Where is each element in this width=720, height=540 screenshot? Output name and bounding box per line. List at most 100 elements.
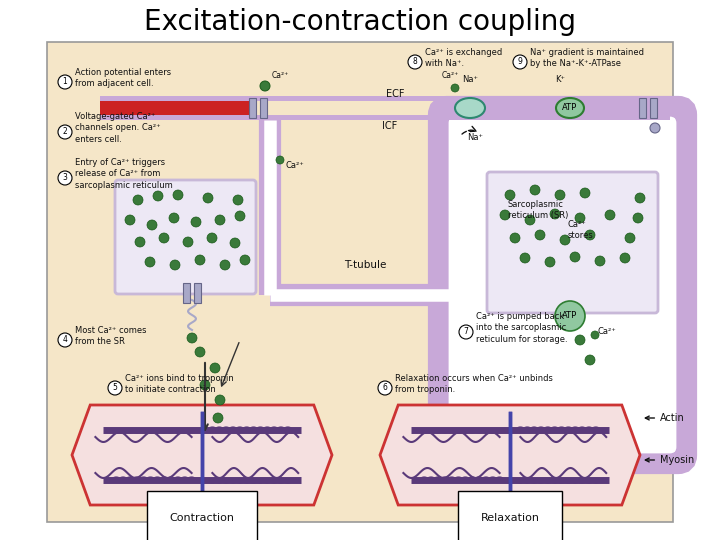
Circle shape: [560, 235, 570, 245]
Text: ECF: ECF: [386, 89, 404, 99]
Bar: [194, 283, 201, 303]
Circle shape: [585, 230, 595, 240]
Circle shape: [635, 193, 645, 203]
Text: 9: 9: [518, 57, 523, 66]
Text: Excitation-contraction coupling: Excitation-contraction coupling: [144, 8, 576, 36]
Circle shape: [500, 210, 510, 220]
Text: ATP: ATP: [562, 312, 577, 321]
Circle shape: [650, 123, 660, 133]
Circle shape: [575, 213, 585, 223]
Circle shape: [230, 238, 240, 248]
Circle shape: [575, 335, 585, 345]
Bar: [100, 96, 670, 101]
Circle shape: [555, 301, 585, 331]
Circle shape: [585, 355, 595, 365]
FancyBboxPatch shape: [439, 107, 686, 463]
Circle shape: [145, 257, 155, 267]
Text: Na⁺: Na⁺: [467, 133, 483, 143]
Text: Na⁺ gradient is maintained
by the Na⁺-K⁺-ATPase: Na⁺ gradient is maintained by the Na⁺-K⁺…: [530, 48, 644, 68]
Circle shape: [530, 185, 540, 195]
Ellipse shape: [556, 98, 584, 118]
Circle shape: [555, 190, 565, 200]
Circle shape: [580, 188, 590, 198]
Circle shape: [276, 156, 284, 164]
Text: Ca²⁺: Ca²⁺: [272, 71, 289, 80]
Circle shape: [215, 215, 225, 225]
Text: T-tubule: T-tubule: [344, 260, 386, 270]
Circle shape: [203, 193, 213, 203]
Bar: [260, 98, 267, 118]
Text: Voltage-gated Ca²⁺
channels open. Ca²⁺
enters cell.: Voltage-gated Ca²⁺ channels open. Ca²⁺ e…: [75, 112, 161, 144]
Circle shape: [58, 171, 72, 185]
Circle shape: [207, 233, 217, 243]
Text: 8: 8: [413, 57, 418, 66]
Circle shape: [147, 220, 157, 230]
Text: ICF: ICF: [382, 121, 397, 131]
FancyBboxPatch shape: [115, 180, 256, 294]
Circle shape: [625, 233, 635, 243]
Ellipse shape: [455, 98, 485, 118]
Text: Most Ca²⁺ comes
from the SR: Most Ca²⁺ comes from the SR: [75, 326, 146, 346]
Polygon shape: [380, 405, 640, 505]
Circle shape: [213, 413, 223, 423]
Circle shape: [510, 233, 520, 243]
Text: Contraction: Contraction: [169, 513, 235, 523]
FancyBboxPatch shape: [450, 118, 675, 452]
Circle shape: [591, 331, 599, 339]
Text: K⁺: K⁺: [555, 76, 565, 84]
Text: Ca²⁺ is pumped back
into the sarcoplasmic
reticulum for storage.: Ca²⁺ is pumped back into the sarcoplasmi…: [476, 313, 567, 343]
Bar: [249, 98, 256, 118]
Circle shape: [378, 381, 392, 395]
Text: 2: 2: [63, 127, 68, 137]
Circle shape: [169, 213, 179, 223]
Circle shape: [633, 213, 643, 223]
Circle shape: [233, 195, 243, 205]
Circle shape: [135, 237, 145, 247]
Circle shape: [125, 215, 135, 225]
FancyBboxPatch shape: [487, 172, 658, 313]
Circle shape: [58, 125, 72, 139]
Circle shape: [153, 191, 163, 201]
Text: 1: 1: [63, 78, 68, 86]
Text: 4: 4: [63, 335, 68, 345]
Text: Entry of Ca²⁺ triggers
release of Ca²⁺ from
sarcoplasmic reticulum: Entry of Ca²⁺ triggers release of Ca²⁺ f…: [75, 158, 173, 190]
Bar: [100, 101, 255, 115]
Text: 6: 6: [382, 383, 387, 393]
Circle shape: [605, 210, 615, 220]
Text: Ca²⁺ is exchanged
with Na⁺.: Ca²⁺ is exchanged with Na⁺.: [425, 48, 503, 68]
Text: Ca²⁺: Ca²⁺: [598, 327, 617, 336]
Circle shape: [195, 255, 205, 265]
Text: Relaxation: Relaxation: [480, 513, 539, 523]
Text: Ca²⁺: Ca²⁺: [285, 160, 304, 170]
Text: ATP: ATP: [562, 104, 577, 112]
Circle shape: [505, 190, 515, 200]
Circle shape: [620, 253, 630, 263]
Bar: [183, 283, 190, 303]
Circle shape: [133, 195, 143, 205]
Text: Myosin: Myosin: [645, 455, 694, 465]
Text: 3: 3: [63, 173, 68, 183]
Bar: [639, 98, 646, 118]
Circle shape: [58, 75, 72, 89]
Text: Sarcoplasmic
reticulum (SR): Sarcoplasmic reticulum (SR): [508, 200, 568, 220]
Circle shape: [191, 217, 201, 227]
Circle shape: [408, 55, 422, 69]
Circle shape: [195, 347, 205, 357]
Circle shape: [58, 333, 72, 347]
Circle shape: [235, 211, 245, 221]
Circle shape: [545, 257, 555, 267]
Text: 7: 7: [464, 327, 469, 336]
Circle shape: [210, 363, 220, 373]
Text: Relaxation occurs when Ca²⁺ unbinds
from troponin.: Relaxation occurs when Ca²⁺ unbinds from…: [395, 374, 553, 394]
Circle shape: [170, 260, 180, 270]
Text: Ca²⁺ ions bind to troponin
to initiate contraction: Ca²⁺ ions bind to troponin to initiate c…: [125, 374, 234, 394]
Circle shape: [451, 84, 459, 92]
Circle shape: [550, 209, 560, 219]
Circle shape: [220, 260, 230, 270]
Circle shape: [159, 233, 169, 243]
Text: Na⁺: Na⁺: [462, 76, 478, 84]
Text: 5: 5: [112, 383, 117, 393]
Text: Ca²⁺
stores: Ca²⁺ stores: [568, 220, 594, 240]
Circle shape: [570, 252, 580, 262]
Bar: [100, 115, 670, 120]
